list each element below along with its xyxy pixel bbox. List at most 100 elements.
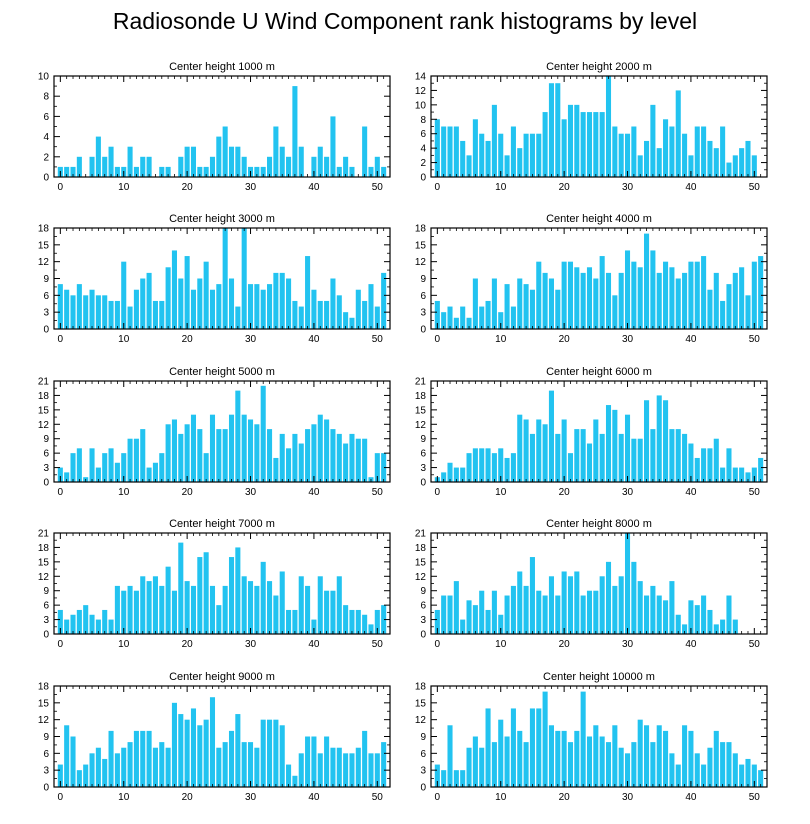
bar: [197, 725, 203, 787]
y-tick-label: 3: [43, 766, 49, 777]
bar: [656, 725, 662, 787]
x-tick-label: 40: [308, 182, 320, 193]
bar: [279, 433, 285, 482]
bar: [574, 730, 580, 787]
bar: [70, 453, 76, 482]
bar: [279, 272, 285, 329]
y-tick-label: 0: [43, 325, 49, 336]
bar: [644, 400, 650, 482]
bar: [694, 605, 700, 634]
bar: [663, 261, 669, 329]
bar: [76, 284, 82, 329]
bar: [441, 472, 447, 482]
bar: [612, 585, 618, 634]
bar: [286, 156, 292, 177]
bar: [228, 730, 235, 787]
histogram-panel-6: Center height 6000 m 0 10 20 30 40 50 0 3 6 9 12 15 1…: [415, 366, 768, 498]
bar: [599, 256, 605, 329]
y-tick-label: 12: [415, 257, 427, 268]
x-tick-label: 0: [435, 487, 441, 498]
bar: [618, 133, 624, 177]
y-tick-label: 3: [420, 463, 426, 474]
bar: [466, 600, 472, 634]
bar: [70, 614, 76, 634]
y-tick-label: 0: [420, 325, 426, 336]
bar: [57, 609, 63, 634]
bar: [485, 609, 491, 634]
bar: [586, 112, 593, 177]
bar: [133, 289, 139, 329]
bar: [260, 719, 266, 787]
bar: [114, 166, 120, 177]
bar: [317, 300, 323, 329]
bar: [140, 429, 146, 482]
y-tick-label: 0: [43, 173, 49, 184]
bar: [536, 133, 542, 177]
y-tick-label: 3: [420, 615, 426, 626]
bar: [548, 576, 554, 634]
bar: [555, 433, 561, 482]
bar: [561, 261, 567, 329]
bar: [650, 104, 656, 177]
bar: [612, 725, 618, 787]
panel-title: Center height 10000 m: [543, 671, 655, 683]
bar: [362, 300, 368, 329]
bar: [472, 278, 478, 329]
bar: [650, 429, 656, 482]
x-tick-label: 50: [749, 639, 761, 650]
y-tick-label: 6: [420, 601, 426, 612]
bar: [707, 747, 713, 787]
bar: [355, 289, 361, 329]
bar: [171, 590, 177, 634]
bar: [152, 576, 158, 634]
x-tick-label: 20: [559, 334, 571, 345]
x-tick-label: 50: [372, 182, 384, 193]
bar: [739, 467, 745, 482]
bar: [273, 719, 279, 787]
x-tick-label: 30: [622, 639, 634, 650]
bar: [701, 126, 707, 177]
bar: [523, 284, 529, 329]
bar: [203, 453, 209, 482]
bar: [555, 595, 561, 634]
bar: [612, 409, 618, 482]
y-tick-label: 18: [38, 224, 50, 235]
bar: [247, 419, 254, 482]
x-tick-label: 30: [622, 487, 634, 498]
bar: [548, 83, 554, 177]
bar: [70, 166, 76, 177]
main-title: Radiosonde U Wind Component rank histogr…: [112, 8, 698, 34]
x-tick-label: 0: [435, 792, 441, 803]
bar: [586, 443, 593, 482]
bar: [460, 770, 466, 787]
bar: [739, 267, 745, 329]
bar: [745, 472, 751, 482]
x-tick-label: 10: [118, 792, 130, 803]
panel-title: Center height 1000 m: [169, 61, 275, 73]
y-tick-label: 12: [415, 420, 427, 431]
bar: [228, 557, 235, 634]
bar: [688, 600, 694, 634]
bar: [197, 166, 203, 177]
bar: [580, 429, 586, 482]
bar: [624, 133, 631, 177]
bar: [152, 300, 158, 329]
bar: [102, 609, 108, 634]
bar: [441, 126, 447, 177]
bar: [133, 438, 139, 482]
y-tick-label: 18: [415, 543, 427, 554]
histogram-panel-10: Center height 10000 m 0 10 20 30 40 50 0 3 6 9 12 15…: [415, 671, 768, 803]
bar: [64, 166, 70, 177]
bar: [254, 284, 260, 329]
bar: [305, 429, 311, 482]
bar: [286, 278, 292, 329]
bar: [368, 166, 374, 177]
bar: [165, 267, 171, 329]
y-tick-label: 0: [420, 173, 426, 184]
bar: [618, 272, 624, 329]
x-tick-label: 20: [559, 487, 571, 498]
bar: [292, 300, 298, 329]
bar: [542, 424, 548, 482]
bar: [267, 581, 273, 634]
bar: [152, 462, 158, 482]
